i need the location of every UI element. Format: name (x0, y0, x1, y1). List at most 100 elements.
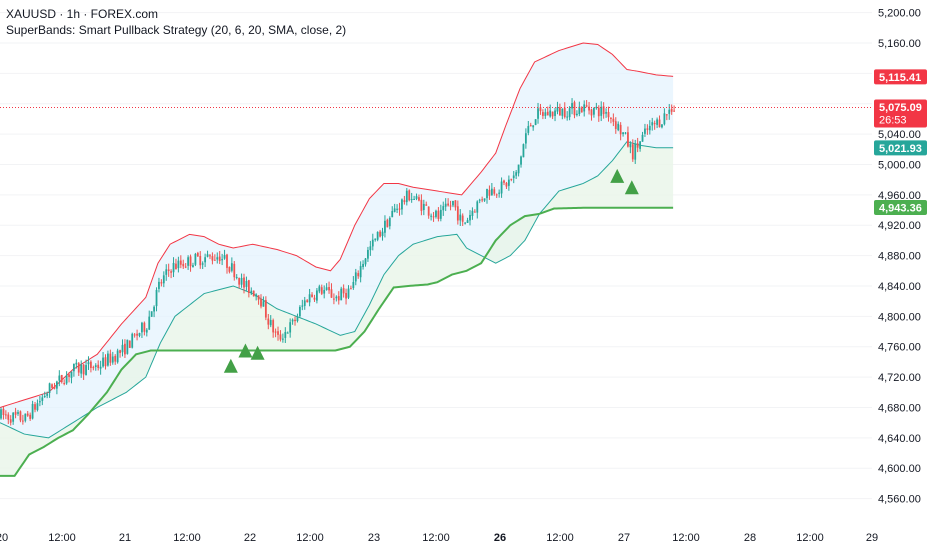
support-line (0, 206, 674, 477)
candle-body (80, 364, 83, 374)
candle-body (452, 200, 454, 206)
candle-body (53, 386, 56, 389)
candle-body (21, 420, 24, 422)
candle-body (337, 296, 340, 301)
candle-body (517, 164, 520, 174)
candle-body (605, 112, 607, 114)
candle-body (405, 190, 408, 203)
candle-body (515, 172, 518, 176)
candle-body (172, 262, 175, 273)
time-tick-label: 27 (618, 532, 630, 544)
candle-body (422, 203, 425, 211)
candle-body (170, 271, 172, 273)
candle-body (510, 178, 513, 180)
candle-body (551, 111, 554, 117)
candle-body (325, 287, 328, 290)
candle-body (267, 318, 270, 325)
candle-body (437, 210, 440, 219)
candle-body (201, 263, 204, 265)
candle-body (124, 343, 126, 355)
candle-body (398, 208, 401, 210)
time-tick-label: 21 (119, 532, 131, 544)
candle-body (447, 203, 450, 206)
candle-body (41, 397, 44, 401)
price-tick-label: 4,960.00 (878, 190, 921, 202)
candle-body (264, 300, 267, 318)
candle-body (247, 280, 250, 294)
candle-body (619, 124, 622, 135)
candle-body (301, 305, 304, 307)
time-tick-label: 12:00 (796, 532, 824, 544)
candle-body (546, 111, 549, 116)
candle-body (158, 281, 160, 289)
candle-body (483, 198, 486, 201)
candle-body (228, 266, 231, 272)
band-fill-upper (0, 42, 674, 438)
price-tick-label: 4,600.00 (878, 463, 921, 475)
candle-body (634, 143, 637, 160)
candle-body (82, 364, 85, 375)
candle-body (529, 125, 532, 127)
time-tick-label: 28 (744, 532, 756, 544)
candle-body (279, 334, 282, 340)
candle-body (354, 272, 357, 282)
candle-body (182, 263, 185, 267)
candle-body (410, 198, 413, 200)
candle-body (99, 366, 102, 369)
candle-body (126, 339, 129, 354)
price-tick-label: 5,160.00 (878, 38, 921, 50)
candle-body (277, 331, 279, 335)
candle-body (19, 411, 22, 421)
candle-body (150, 311, 153, 317)
candle-body (289, 322, 292, 333)
candle-body (313, 297, 316, 300)
candle-body (461, 215, 464, 222)
candle-body (213, 259, 216, 261)
candle-body (478, 199, 481, 201)
candle-body (359, 266, 362, 278)
candle-body (507, 179, 510, 186)
price-badge-text-support: 4,943.36 (879, 202, 922, 214)
candle-body (573, 102, 576, 116)
candle-body (556, 107, 559, 112)
candle-body (340, 288, 343, 301)
candle-body (284, 331, 287, 338)
candle-body (211, 256, 214, 261)
candle-body (119, 350, 121, 354)
candle-body (401, 199, 403, 210)
time-axis: 20 12:00 21 12:00 22 12:00 23 12:00 26 12:00 27 12:… (0, 532, 878, 544)
candle-body (464, 222, 467, 224)
candle-body (532, 125, 535, 128)
candle-body (670, 108, 673, 112)
candle-body (245, 280, 248, 287)
candle-body (629, 143, 632, 148)
symbol-title[interactable]: XAUUSD · 1h · FOREX.com (6, 7, 159, 21)
chart-legend: XAUUSD · 1h · FOREX.com SuperBands: Smar… (6, 6, 346, 38)
candle-body (194, 253, 197, 265)
candle-body (77, 363, 80, 373)
candle-body (444, 203, 447, 207)
candle-body (4, 414, 7, 416)
candle-body (668, 109, 671, 114)
candle-body (109, 353, 112, 363)
candle-body (641, 134, 644, 142)
candle-body (192, 265, 194, 268)
price-badge-support (874, 199, 927, 215)
candle-body (663, 113, 666, 125)
candle-body (347, 288, 350, 298)
candle-body (500, 181, 503, 194)
price-tick-label: 4,800.00 (878, 311, 921, 323)
candle-body (2, 408, 5, 416)
candle-body (600, 106, 603, 116)
candle-body (342, 288, 345, 294)
candle-body (498, 192, 501, 194)
candle-body (524, 133, 527, 144)
indicator-title[interactable]: SuperBands: Smart Pullback Strategy (20,… (6, 23, 347, 37)
price-tick-label: 4,640.00 (878, 433, 921, 445)
candle-body (476, 201, 479, 213)
candle-body (262, 301, 265, 307)
price-badge-text-upper: 5,115.41 (879, 72, 921, 84)
candle-body (427, 206, 430, 216)
candle-body (566, 116, 569, 118)
